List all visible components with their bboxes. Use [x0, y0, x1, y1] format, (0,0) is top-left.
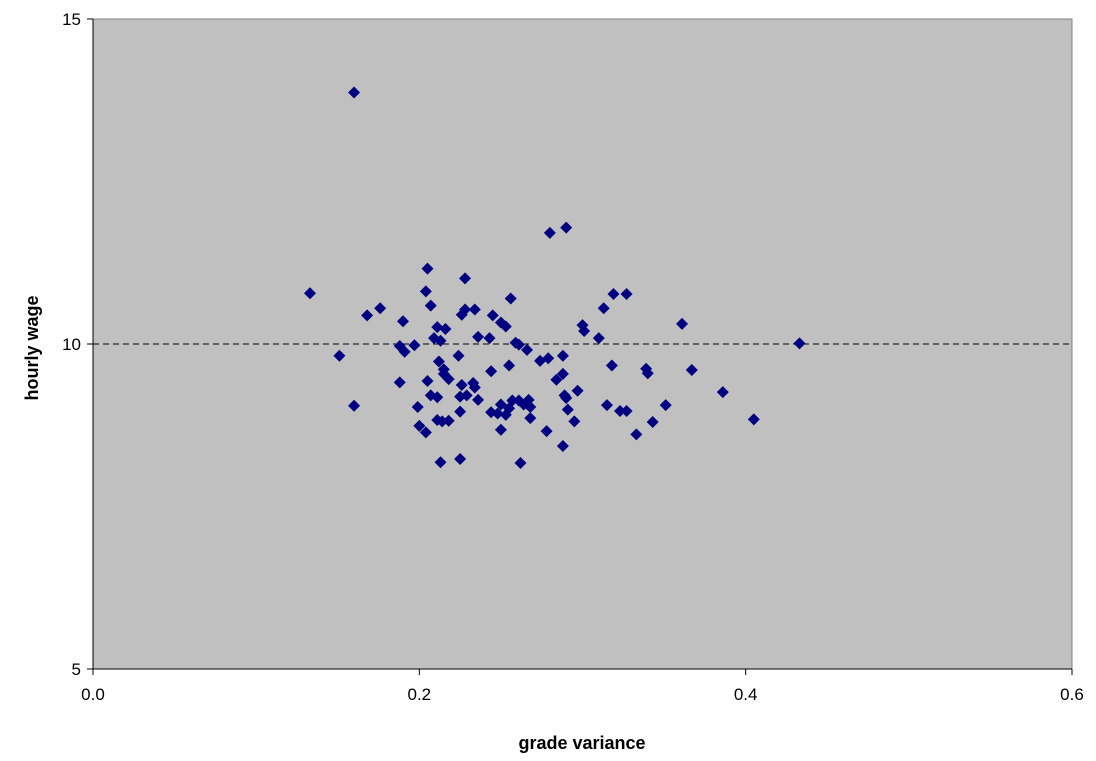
data-point: [421, 375, 434, 388]
data-point: [793, 337, 806, 350]
data-point: [304, 287, 317, 300]
data-point: [494, 398, 507, 411]
data-point: [592, 332, 605, 345]
data-point: [556, 440, 569, 453]
data-point: [556, 367, 569, 380]
data-point: [468, 303, 481, 316]
data-point: [397, 315, 410, 328]
data-point: [419, 285, 432, 298]
x-tick-label: 0.2: [408, 685, 432, 704]
data-point: [348, 86, 361, 99]
data-point: [361, 309, 374, 322]
data-point: [486, 309, 499, 322]
data-point: [455, 378, 468, 391]
data-point: [506, 394, 519, 407]
data-point: [374, 302, 387, 315]
data-point: [411, 401, 424, 414]
data-point: [550, 373, 563, 386]
data-point: [641, 367, 654, 380]
data-point: [333, 349, 346, 362]
data-point: [494, 423, 507, 436]
data-point: [524, 401, 537, 414]
data-point: [512, 338, 525, 351]
data-point: [483, 332, 496, 345]
data-point: [540, 425, 553, 438]
data-point: [393, 376, 406, 389]
data-point: [419, 426, 432, 439]
y-axis: 5 10 15: [62, 10, 94, 679]
data-point: [543, 226, 556, 239]
data-point: [439, 323, 452, 336]
data-point: [558, 389, 571, 402]
data-point: [431, 391, 444, 404]
data-point: [571, 384, 584, 397]
data-point: [442, 373, 455, 386]
data-point: [747, 413, 760, 426]
data-point: [568, 415, 581, 428]
data-point: [560, 221, 573, 234]
data-point: [348, 399, 361, 412]
data-point: [459, 303, 472, 316]
data-point: [434, 456, 447, 469]
data-point: [503, 359, 516, 372]
data-point: [646, 416, 659, 428]
data-point: [424, 299, 437, 312]
data-point: [452, 349, 465, 362]
data-point: [460, 389, 473, 402]
x-axis-title: grade variance: [518, 733, 645, 753]
y-axis-title: hourly wage: [22, 295, 42, 400]
data-point: [485, 365, 498, 378]
data-point: [524, 412, 537, 425]
y-tick-label: 10: [62, 335, 81, 354]
data-point: [614, 404, 627, 417]
data-point: [514, 456, 527, 469]
data-points: [304, 86, 806, 469]
data-point: [676, 317, 689, 330]
data-point: [556, 349, 569, 362]
data-point: [413, 419, 426, 432]
data-point: [607, 287, 620, 300]
data-point: [468, 381, 481, 394]
x-tick-label: 0.6: [1060, 685, 1084, 704]
data-point: [432, 355, 445, 368]
data-point: [421, 262, 434, 275]
x-tick-label: 0.4: [734, 685, 758, 704]
data-point: [431, 321, 444, 334]
data-point: [504, 292, 517, 305]
x-tick-label: 0.0: [81, 685, 105, 704]
data-point: [659, 399, 672, 412]
data-point: [542, 352, 555, 365]
data-point: [597, 302, 610, 315]
data-point: [620, 287, 633, 300]
data-point: [561, 403, 574, 416]
x-axis: 0.0 0.2 0.4 0.6: [81, 668, 1084, 704]
data-point: [472, 330, 485, 343]
data-point: [434, 334, 447, 347]
data-point: [630, 428, 643, 441]
data-point: [578, 325, 591, 337]
y-tick-label: 15: [62, 10, 81, 29]
data-point: [605, 359, 618, 372]
data-point: [491, 407, 504, 420]
data-point: [454, 405, 467, 418]
data-point: [521, 343, 534, 356]
y-tick-label: 5: [72, 660, 81, 679]
data-point: [454, 453, 467, 466]
data-point: [685, 364, 698, 376]
data-point: [459, 272, 472, 285]
data-point: [600, 399, 613, 412]
data-point: [499, 320, 512, 333]
data-point: [442, 414, 455, 427]
data-point: [716, 386, 729, 399]
data-point: [408, 339, 421, 352]
data-point: [620, 404, 633, 417]
data-point: [398, 345, 411, 358]
data-point: [472, 393, 485, 406]
